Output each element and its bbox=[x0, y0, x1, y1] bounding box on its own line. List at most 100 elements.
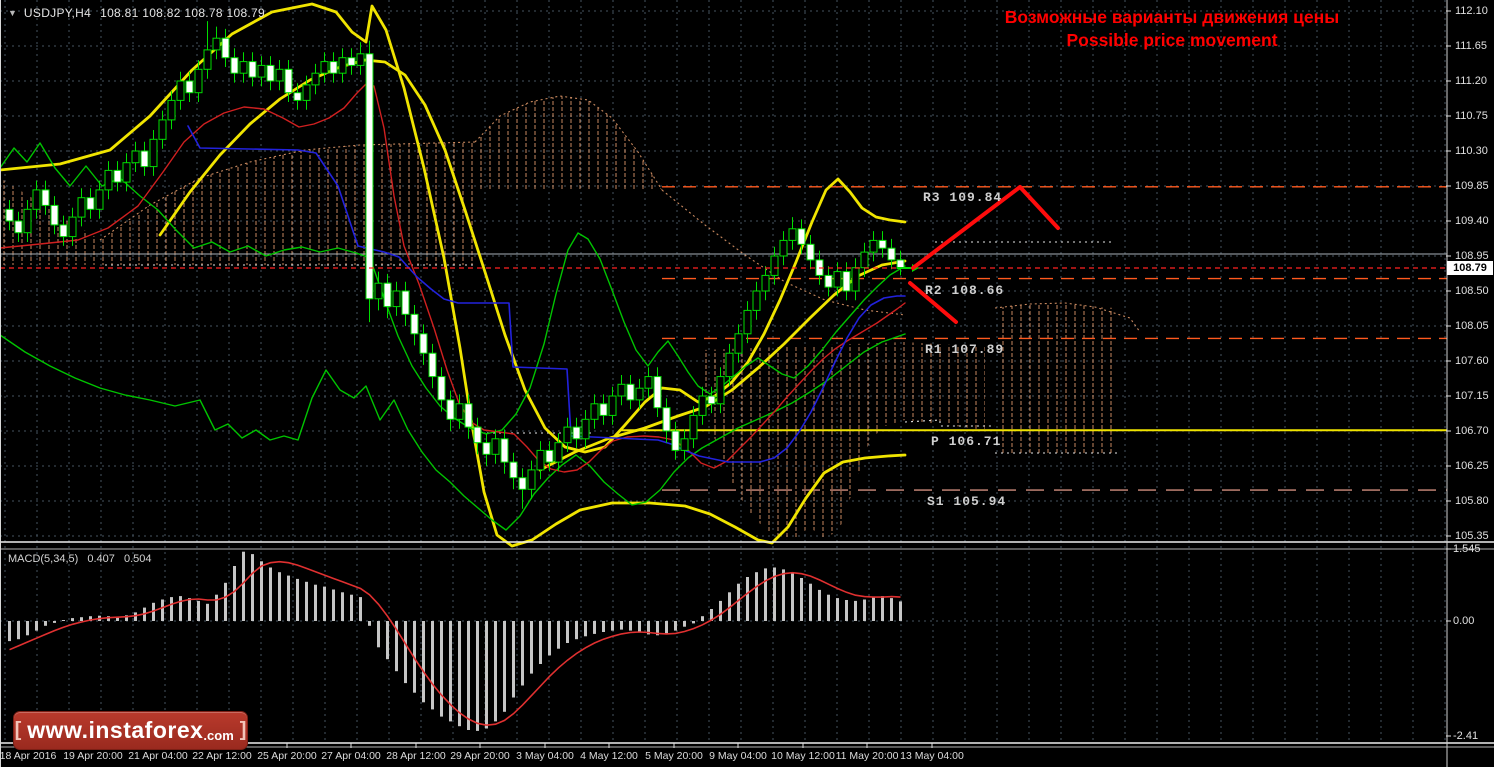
macd-bar-1 bbox=[17, 621, 20, 640]
macd-bar-13 bbox=[125, 615, 128, 621]
candle-21 bbox=[194, 68, 203, 94]
candle-29 bbox=[266, 64, 275, 82]
macd-bar-79 bbox=[719, 600, 722, 621]
candle-68 bbox=[617, 383, 626, 397]
kumo-mid-top bbox=[475, 96, 662, 190]
candle-75 bbox=[680, 438, 689, 451]
macd-bar-53 bbox=[485, 621, 488, 729]
macd-bar-76 bbox=[692, 621, 695, 624]
candle-33 bbox=[302, 84, 311, 101]
candle-80 bbox=[725, 352, 734, 378]
candle-42 bbox=[383, 282, 392, 308]
macd-bar-33 bbox=[305, 581, 308, 621]
macd-bar-16 bbox=[152, 602, 155, 621]
price-tick-label: 105.80 bbox=[1455, 495, 1489, 507]
candle-32 bbox=[293, 92, 302, 101]
candle-63 bbox=[572, 426, 581, 440]
candle-11 bbox=[104, 169, 113, 191]
macd-bar-99 bbox=[899, 601, 902, 621]
candle-27 bbox=[248, 61, 257, 78]
quote-ohlc-label: 108.81 108.82 108.78 108.79 bbox=[100, 6, 266, 20]
candle-28 bbox=[257, 64, 266, 78]
candle-98 bbox=[887, 247, 896, 261]
candle-92 bbox=[833, 271, 842, 288]
candle-61 bbox=[554, 442, 563, 463]
macd-bar-11 bbox=[107, 616, 110, 621]
candle-53 bbox=[482, 442, 491, 455]
candle-56 bbox=[509, 461, 518, 479]
macd-bar-38 bbox=[350, 594, 353, 621]
candle-96 bbox=[869, 239, 878, 253]
candle-43 bbox=[392, 290, 401, 308]
macd-bar-17 bbox=[161, 599, 164, 621]
ichimoku-cloud bbox=[0, 95, 1141, 540]
macd-bar-36 bbox=[332, 589, 335, 621]
macd-signal-line bbox=[9, 560, 901, 727]
pivot-label-r2: R2 108.66 bbox=[925, 282, 1005, 298]
candle-74 bbox=[671, 430, 680, 451]
price-tick-label: 108.95 bbox=[1455, 250, 1489, 262]
macd-bar-7 bbox=[71, 618, 74, 621]
macd-name: MACD(5,34,5) bbox=[8, 553, 79, 565]
candle-25 bbox=[230, 57, 239, 74]
macd-bar-95 bbox=[863, 599, 866, 621]
macd-bar-34 bbox=[314, 584, 317, 621]
candle-88 bbox=[797, 228, 806, 245]
candle-46 bbox=[419, 333, 428, 354]
macd-bar-26 bbox=[242, 551, 245, 621]
price-tick-label: 109.40 bbox=[1455, 215, 1489, 227]
candle-26 bbox=[239, 61, 248, 74]
candle-66 bbox=[599, 403, 608, 416]
candle-89 bbox=[806, 243, 815, 261]
macd-bar-69 bbox=[629, 621, 632, 631]
macd-bar-96 bbox=[872, 597, 875, 621]
senkou-a-left bbox=[99, 141, 476, 241]
candle-57 bbox=[518, 477, 527, 490]
macd-bar-23 bbox=[215, 594, 218, 621]
candle-83 bbox=[752, 290, 761, 311]
macd-bar-85 bbox=[773, 567, 776, 621]
candle-38 bbox=[347, 57, 356, 66]
price-tick-label: 112.10 bbox=[1455, 5, 1488, 17]
macd-bar-50 bbox=[458, 621, 461, 727]
time-axis-label: 4 May 12:00 bbox=[580, 750, 638, 762]
macd-value-main: 0.407 bbox=[87, 553, 115, 565]
bollinger-outer-yellow bbox=[0, 2, 907, 548]
candle-18 bbox=[167, 99, 176, 121]
symbol-dropdown-icon[interactable]: ▼ bbox=[8, 8, 17, 18]
time-axis-label: 21 Apr 04:00 bbox=[128, 750, 188, 762]
tenkan-red bbox=[0, 82, 906, 473]
candle-45 bbox=[410, 313, 419, 335]
macd-bar-4 bbox=[44, 621, 47, 626]
time-axis-label: 11 May 20:00 bbox=[835, 750, 899, 762]
forecast-pullback-arrow bbox=[908, 281, 958, 324]
macd-bar-30 bbox=[278, 572, 281, 621]
candle-72 bbox=[653, 376, 662, 409]
candle-70 bbox=[635, 387, 644, 401]
macd-bar-97 bbox=[881, 596, 884, 621]
macd-tick-label: 1.545 bbox=[1453, 543, 1481, 555]
candle-1 bbox=[14, 220, 23, 234]
candle-30 bbox=[275, 68, 284, 82]
candle-16 bbox=[149, 138, 158, 168]
macd-tick-label: 0.00 bbox=[1453, 615, 1475, 627]
macd-bar-74 bbox=[674, 621, 677, 631]
pivot-label-s1: S1 105.94 bbox=[927, 494, 1007, 510]
candle-7 bbox=[68, 216, 77, 238]
time-axis-label: 9 May 04:00 bbox=[709, 750, 767, 762]
macd-indicator-label: MACD(5,34,5) 0.407 0.504 bbox=[8, 553, 151, 565]
candle-50 bbox=[455, 403, 464, 420]
candle-65 bbox=[590, 403, 599, 420]
macd-bar-59 bbox=[539, 621, 542, 664]
candle-77 bbox=[698, 395, 707, 416]
candle-94 bbox=[851, 267, 860, 292]
candle-91 bbox=[824, 274, 833, 288]
candle-40 bbox=[365, 53, 374, 300]
macd-bar-81 bbox=[737, 583, 740, 621]
macd-bar-0 bbox=[8, 621, 11, 642]
candle-55 bbox=[500, 438, 509, 463]
forecast-up-arrow bbox=[911, 185, 1060, 270]
macd-bar-72 bbox=[656, 621, 659, 636]
